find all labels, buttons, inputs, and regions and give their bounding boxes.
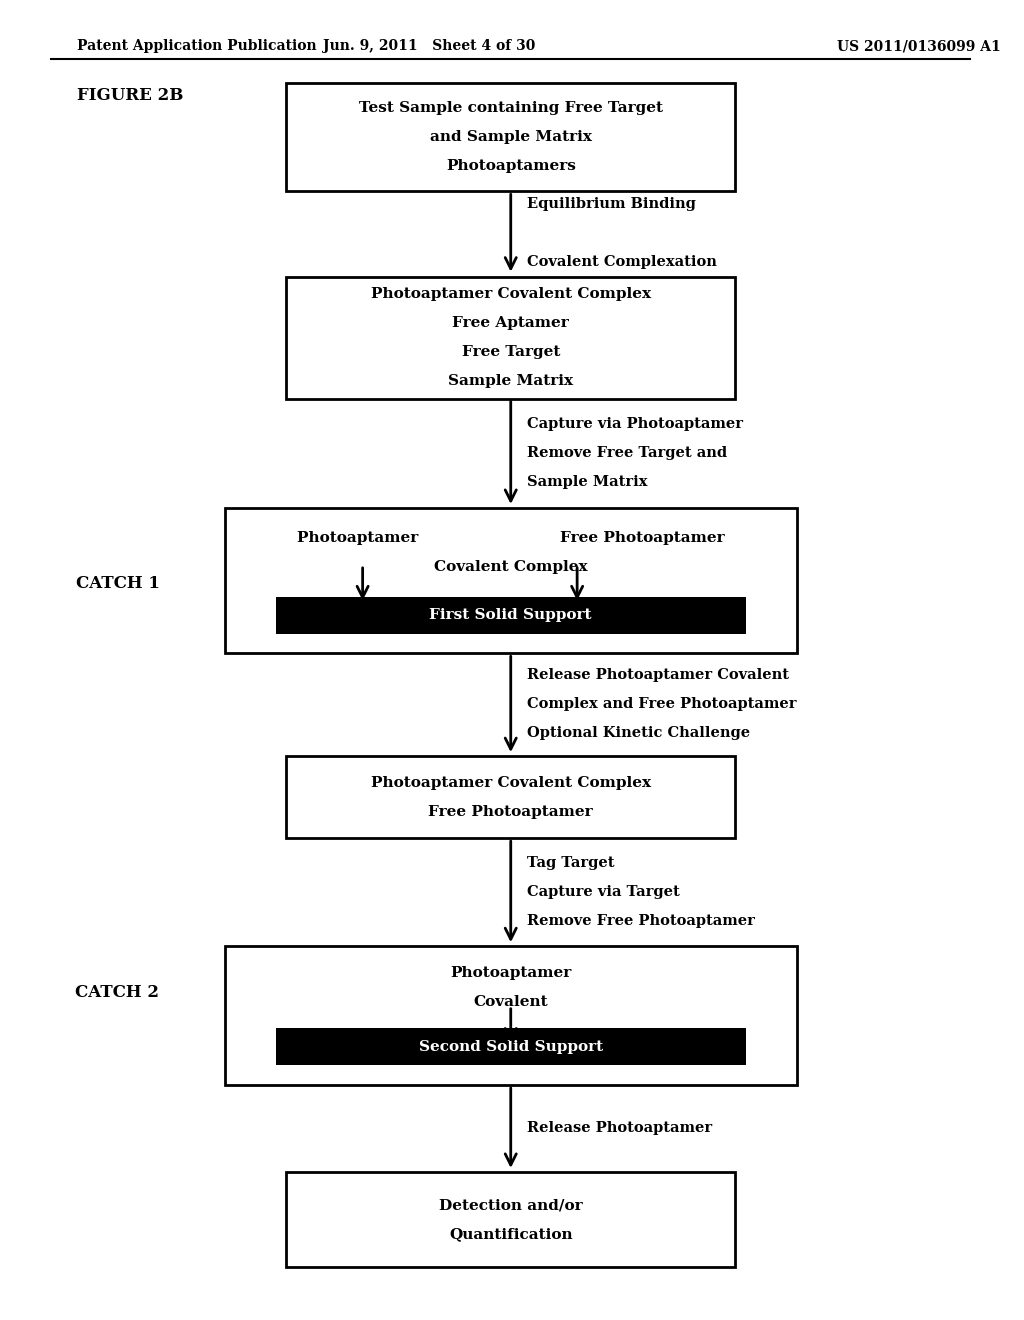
Bar [286, 756, 735, 838]
Text: Complex and Free Photoaptamer: Complex and Free Photoaptamer [527, 697, 797, 711]
Text: Photoaptamer Covalent Complex: Photoaptamer Covalent Complex [371, 776, 651, 789]
Text: Remove Free Photoaptamer: Remove Free Photoaptamer [527, 913, 755, 928]
Text: and Sample Matrix: and Sample Matrix [430, 131, 592, 144]
Text: Free Aptamer: Free Aptamer [453, 317, 569, 330]
Text: Jun. 9, 2011   Sheet 4 of 30: Jun. 9, 2011 Sheet 4 of 30 [323, 40, 536, 53]
Text: Free Target: Free Target [462, 346, 560, 359]
Text: Covalent Complexation: Covalent Complexation [527, 255, 717, 269]
Text: Photoaptamer                           Free Photoaptamer: Photoaptamer Free Photoaptamer [297, 531, 725, 545]
Text: Covalent: Covalent [473, 995, 548, 1008]
Bar [224, 946, 797, 1085]
Text: Capture via Photoaptamer: Capture via Photoaptamer [527, 417, 743, 430]
Text: Second Solid Support: Second Solid Support [419, 1040, 603, 1053]
Text: CATCH 2: CATCH 2 [76, 985, 160, 1001]
Text: Release Photoaptamer: Release Photoaptamer [527, 1121, 713, 1135]
Text: Tag Target: Tag Target [527, 855, 614, 870]
Text: Test Sample containing Free Target: Test Sample containing Free Target [358, 102, 663, 115]
Text: Photoaptamer Covalent Complex: Photoaptamer Covalent Complex [371, 288, 651, 301]
Text: Capture via Target: Capture via Target [527, 884, 680, 899]
Text: Sample Matrix: Sample Matrix [449, 375, 573, 388]
Bar [224, 508, 797, 653]
Text: Equilibrium Binding: Equilibrium Binding [527, 197, 696, 211]
Text: Photoaptamers: Photoaptamers [445, 160, 575, 173]
Bar [275, 1028, 745, 1065]
Text: Sample Matrix: Sample Matrix [527, 475, 647, 488]
Text: First Solid Support: First Solid Support [429, 609, 592, 622]
Bar [286, 1172, 735, 1267]
Text: Photoaptamer: Photoaptamer [451, 966, 571, 979]
Text: Release Photoaptamer Covalent: Release Photoaptamer Covalent [527, 668, 790, 682]
Bar [286, 277, 735, 399]
Text: US 2011/0136099 A1: US 2011/0136099 A1 [838, 40, 1001, 53]
Bar [286, 83, 735, 191]
Text: Optional Kinetic Challenge: Optional Kinetic Challenge [527, 726, 751, 741]
Text: FIGURE 2B: FIGURE 2B [77, 87, 183, 103]
Text: Patent Application Publication: Patent Application Publication [77, 40, 316, 53]
Text: Free Photoaptamer: Free Photoaptamer [428, 805, 593, 818]
Bar [275, 597, 745, 634]
Text: Covalent Complex: Covalent Complex [434, 560, 588, 574]
Text: CATCH 1: CATCH 1 [76, 576, 160, 591]
Text: Detection and/or: Detection and/or [439, 1199, 583, 1212]
Text: Remove Free Target and: Remove Free Target and [527, 446, 727, 459]
Text: Quantification: Quantification [449, 1228, 572, 1241]
